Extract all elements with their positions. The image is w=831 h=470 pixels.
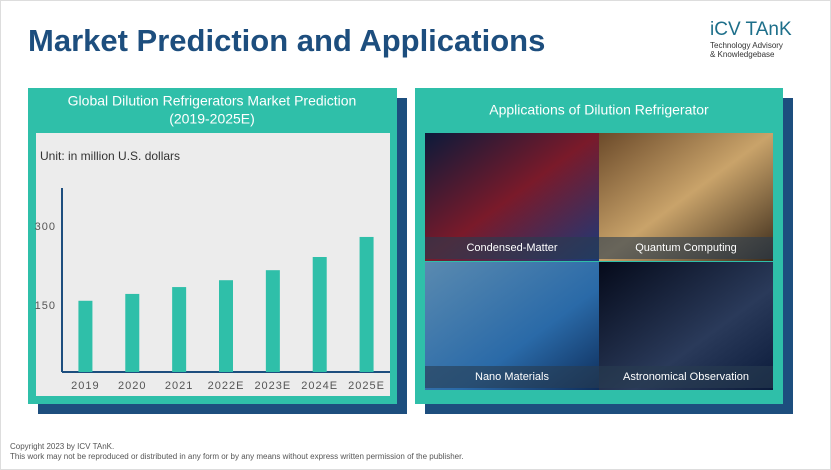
unit-label: Unit: in million U.S. dollars [40,149,180,163]
caption-strip [425,237,599,259]
bar [219,280,233,372]
application-label: Astronomical Observation [623,371,749,383]
bar [265,270,280,372]
plot-area [36,133,390,396]
caption-strip [425,366,599,388]
applications-grid: Condensed-Matter Quantum Computing Nano Ma… [425,133,773,390]
application-label: Quantum Computing [635,242,737,254]
y-tick-label: 300 [35,221,56,233]
chart-title: Global Dilution Refrigerators Market Pre… [68,93,357,109]
footer: This work may not be reproduced or distr… [10,452,464,461]
logo-line: Technology Advisory [710,41,783,50]
application-label: Nano Materials [475,371,549,383]
logo: iCV TAnK [710,19,792,40]
x-tick-label: 2024E [301,380,338,392]
x-tick-label: 2020 [118,380,146,392]
x-tick-label: 2023E [254,380,291,392]
bar [125,293,140,372]
application-label: Condensed-Matter [466,242,557,254]
logo-line: & Knowledgebase [710,50,775,59]
caption-strip [599,366,773,388]
caption-strip [599,237,773,259]
x-tick-label: 2019 [71,380,99,392]
chart-subtitle: (2019-2025E) [169,111,255,127]
bar [78,300,93,372]
x-tick-label: 2021 [165,380,193,392]
bar [359,236,374,372]
footer: Copyright 2023 by ICV TAnK. [10,442,114,451]
chart: 150 300 2019 2020 2021 2022E 2023E 2024E 2025E [35,221,385,392]
bar [172,287,187,372]
slide-title: Market Prediction and Applications [28,23,545,58]
x-tick-label: 2022E [208,380,245,392]
bar [312,256,327,372]
y-tick-label: 150 [35,300,56,312]
applications-title: Applications of Dilution Refrigerator [489,102,709,118]
x-tick-label: 2025E [348,380,385,392]
